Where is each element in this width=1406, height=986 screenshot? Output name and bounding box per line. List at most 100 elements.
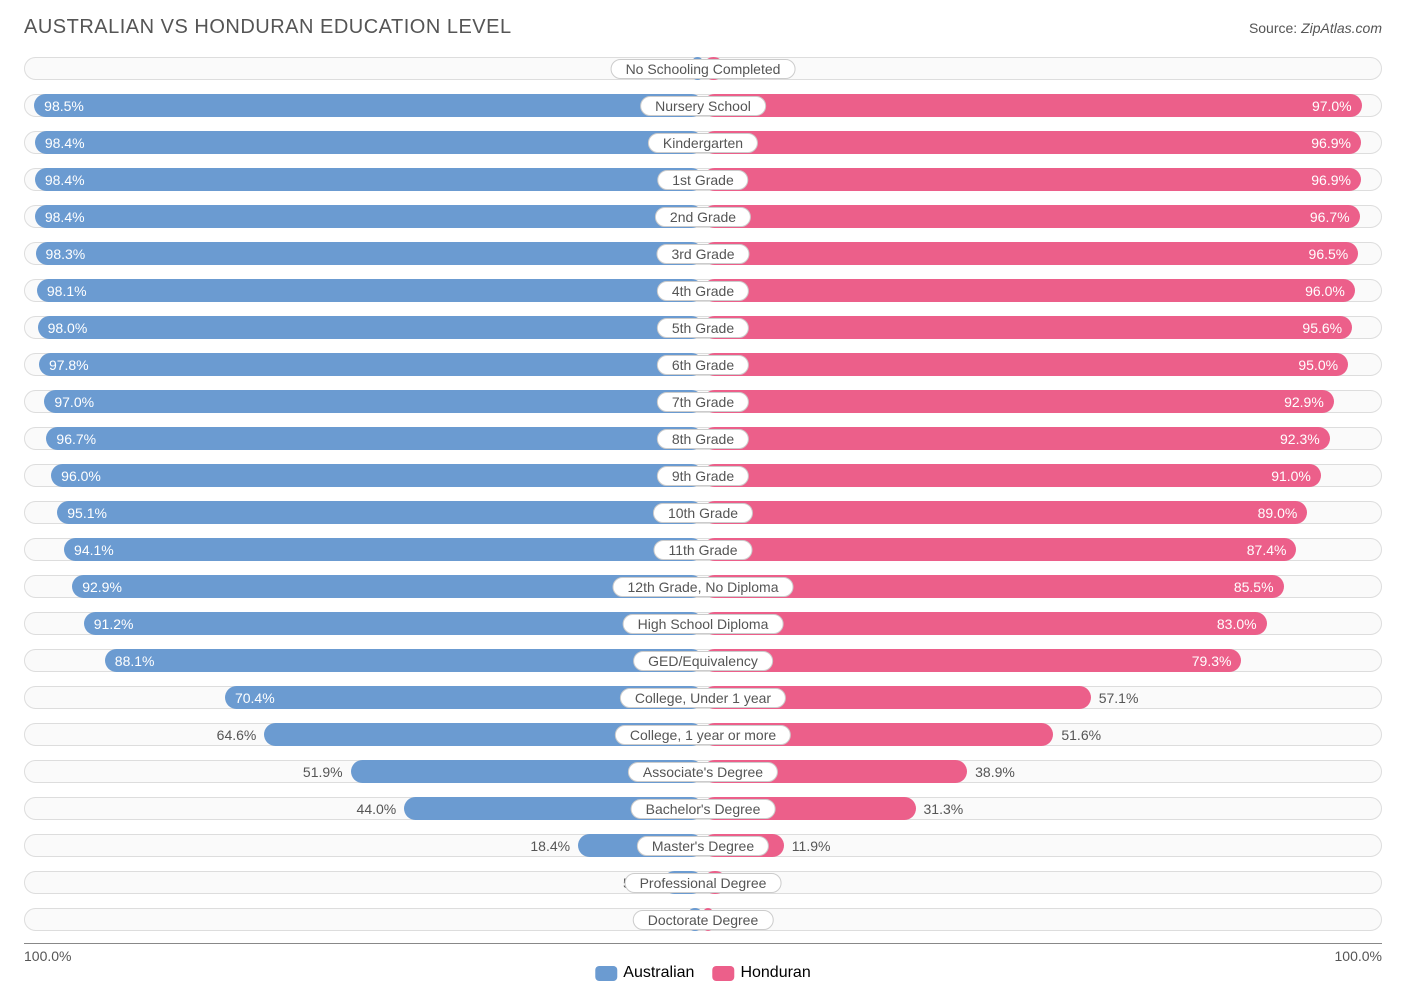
bar-right	[703, 464, 1321, 487]
value-left: 92.9%	[82, 579, 122, 595]
value-right: 91.0%	[1271, 468, 1311, 484]
chart-row: 88.1% 79.3% GED/Equivalency	[24, 645, 1382, 676]
chart-row: 92.9%85.5%12th Grade, No Diploma	[24, 571, 1382, 602]
bar-right	[703, 279, 1355, 302]
value-right: 96.0%	[1305, 283, 1345, 299]
value-left: 91.2%	[94, 616, 134, 632]
bar-left	[64, 538, 703, 561]
category-label: 5th Grade	[657, 318, 749, 338]
chart-source: Source: ZipAtlas.com	[1249, 20, 1382, 36]
category-label: Professional Degree	[625, 873, 782, 893]
bar-right	[703, 353, 1348, 376]
chart-row: 97.0%92.9%7th Grade	[24, 386, 1382, 417]
bar-left	[36, 242, 703, 265]
bar-left	[39, 353, 703, 376]
value-left: 97.8%	[49, 357, 89, 373]
bar-right	[703, 242, 1358, 265]
value-left: 44.0%	[357, 801, 397, 817]
chart-row: 98.4% 96.9% 1st Grade	[24, 164, 1382, 195]
value-left: 98.5%	[44, 98, 84, 114]
value-left: 98.4%	[45, 135, 85, 151]
category-label: 1st Grade	[657, 170, 748, 190]
value-right: 96.9%	[1311, 172, 1351, 188]
bar-right	[703, 538, 1296, 561]
value-right: 97.0%	[1312, 98, 1352, 114]
bar-left	[44, 390, 703, 413]
bar-left	[35, 131, 703, 154]
legend: Australian Honduran	[595, 964, 810, 982]
bar-left	[105, 649, 703, 672]
axis-left-max: 100.0%	[24, 948, 71, 964]
value-right: 96.5%	[1309, 246, 1349, 262]
value-right: 96.7%	[1310, 209, 1350, 225]
value-right: 38.9%	[975, 764, 1015, 780]
value-right: 95.0%	[1298, 357, 1338, 373]
legend-label-left: Australian	[623, 964, 694, 982]
chart-row: 98.5% 97.0% Nursery School	[24, 90, 1382, 121]
bar-left	[57, 501, 703, 524]
category-label: 9th Grade	[657, 466, 749, 486]
category-label: Nursery School	[640, 96, 766, 116]
value-right: 96.9%	[1311, 135, 1351, 151]
chart-row: 96.0%91.0%9th Grade	[24, 460, 1382, 491]
bar-left	[35, 168, 703, 191]
bar-right	[703, 94, 1362, 117]
chart-row: 98.1% 96.0% 4th Grade	[24, 275, 1382, 306]
chart-row: 18.4% 11.9% Master's Degree	[24, 830, 1382, 861]
value-right: 95.6%	[1302, 320, 1342, 336]
bar-left	[38, 316, 703, 339]
chart-header: AUSTRALIAN VS HONDURAN EDUCATION LEVEL S…	[24, 16, 1382, 39]
category-label: Bachelor's Degree	[631, 799, 776, 819]
category-label: 11th Grade	[653, 540, 752, 560]
category-label: Associate's Degree	[628, 762, 778, 782]
value-left: 18.4%	[530, 838, 570, 854]
bar-left	[72, 575, 703, 598]
legend-swatch-left	[595, 966, 617, 981]
bar-left	[84, 612, 703, 635]
bar-right	[703, 316, 1352, 339]
source-label: Source:	[1249, 20, 1297, 36]
category-label: 7th Grade	[657, 392, 749, 412]
chart-row: 94.1%87.4%11th Grade	[24, 534, 1382, 565]
chart-row: 91.2%83.0%High School Diploma	[24, 608, 1382, 639]
bar-right	[703, 390, 1334, 413]
category-label: College, Under 1 year	[620, 688, 786, 708]
source-name: ZipAtlas.com	[1301, 20, 1382, 36]
category-label: Master's Degree	[637, 836, 769, 856]
chart-row: 98.4% 96.7% 2nd Grade	[24, 201, 1382, 232]
chart-row: 44.0% 31.3% Bachelor's Degree	[24, 793, 1382, 824]
value-left: 98.0%	[48, 320, 88, 336]
value-left: 64.6%	[217, 727, 257, 743]
legend-label-right: Honduran	[740, 964, 810, 982]
value-left: 98.1%	[47, 283, 87, 299]
value-left: 96.7%	[56, 431, 96, 447]
chart-area: 1.6%3.1%No Schooling Completed98.5%97.0%…	[24, 53, 1382, 944]
category-label: 2nd Grade	[655, 207, 751, 227]
value-left: 95.1%	[67, 505, 107, 521]
bar-right	[703, 131, 1361, 154]
value-left: 98.4%	[45, 209, 85, 225]
chart-row: 97.8% 95.0% 6th Grade	[24, 349, 1382, 380]
chart-row: 2.4%1.4%Doctorate Degree	[24, 904, 1382, 935]
value-right: 31.3%	[924, 801, 964, 817]
category-label: 4th Grade	[657, 281, 749, 301]
bar-right	[703, 612, 1267, 635]
chart-footer: 100.0% 100.0% Australian Honduran	[24, 948, 1382, 970]
value-right: 11.9%	[792, 838, 831, 854]
value-right: 85.5%	[1234, 579, 1274, 595]
category-label: Doctorate Degree	[633, 910, 774, 930]
category-label: 3rd Grade	[656, 244, 749, 264]
category-label: GED/Equivalency	[633, 651, 773, 671]
value-right: 79.3%	[1192, 653, 1232, 669]
legend-item-right: Honduran	[712, 964, 810, 982]
chart-row: 5.9%3.5%Professional Degree	[24, 867, 1382, 898]
chart-row: 51.9%38.9%Associate's Degree	[24, 756, 1382, 787]
value-left: 98.4%	[45, 172, 85, 188]
bar-right	[703, 501, 1307, 524]
value-left: 94.1%	[74, 542, 114, 558]
category-label: No Schooling Completed	[611, 59, 796, 79]
legend-swatch-right	[712, 966, 734, 981]
chart-row: 96.7%92.3%8th Grade	[24, 423, 1382, 454]
category-label: 6th Grade	[657, 355, 749, 375]
value-left: 88.1%	[115, 653, 155, 669]
